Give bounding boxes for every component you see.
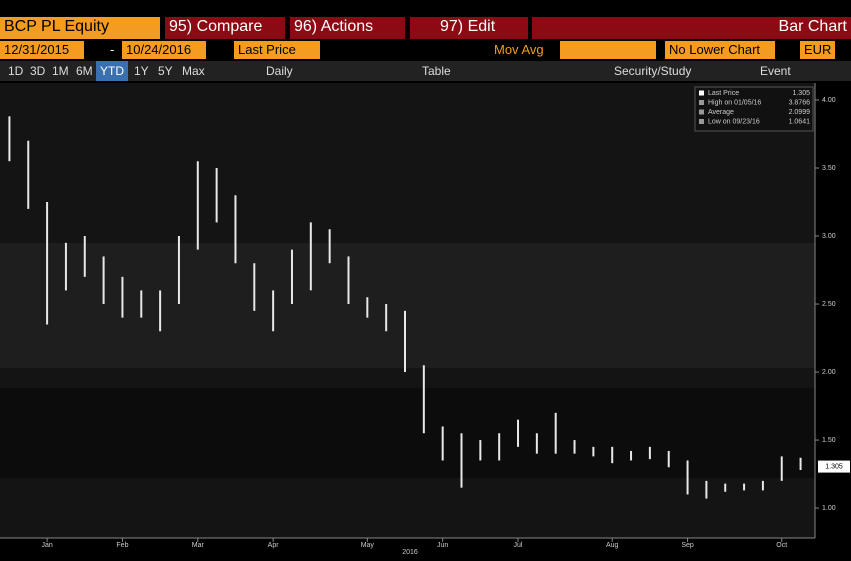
legend-value: 2.0999 — [789, 109, 811, 116]
legend-label: High on 01/05/16 — [708, 99, 761, 106]
legend-label: Average — [708, 109, 734, 116]
x-tick-label: Feb — [116, 542, 128, 549]
legend-label: Last Price — [708, 90, 739, 97]
period-button[interactable]: 5Y — [158, 64, 173, 78]
legend-key — [699, 109, 704, 115]
x-tick-label: Mar — [192, 542, 205, 549]
period-button[interactable]: 1Y — [134, 64, 149, 78]
table-button[interactable]: Table — [422, 64, 451, 78]
x-tick-label: Aug — [606, 542, 619, 549]
period-button[interactable]: 1M — [52, 64, 69, 78]
button[interactable]: 95) Compare — [165, 17, 285, 39]
legend-value: 1.0641 — [789, 118, 811, 125]
study-inputs[interactable] — [560, 41, 656, 59]
last-price-tag — [818, 460, 850, 473]
y-tick-label: 2.00 — [822, 369, 836, 376]
start-date[interactable]: 12/31/2015 — [0, 41, 84, 59]
y-tick-label: 3.00 — [822, 233, 836, 240]
button[interactable]: 96) Actions — [290, 17, 405, 39]
event-button[interactable]: Event — [760, 64, 791, 78]
button[interactable]: 97) Edit — [410, 17, 528, 39]
legend-value: 3.8766 — [789, 99, 811, 106]
field[interactable]: Last Price — [234, 41, 320, 59]
period-button[interactable]: 3D — [30, 64, 46, 78]
period-button[interactable]: 6M — [76, 64, 93, 78]
toolbar: 1D 3D 1M 6M YTD 1Y 5Y Max Daily Table Security/Stu… — [0, 61, 851, 81]
x-axis-title: 2016 — [402, 549, 418, 556]
band — [0, 388, 815, 478]
period-button[interactable]: Max — [182, 64, 205, 78]
y-tick-label: 3.50 — [822, 165, 836, 172]
chart: 2016 1.00 1.50 2.00 2.50 3.00 3.50 4.00 Jan Feb M… — [0, 83, 850, 556]
x-tick-label: Oct — [776, 542, 787, 549]
legend-value: 1.305 — [792, 90, 810, 97]
period-button[interactable]: YTD — [96, 61, 128, 81]
security-study[interactable]: Security/Study — [614, 64, 692, 78]
ticker[interactable]: BCP PL Equity — [0, 17, 160, 39]
legend-box — [694, 86, 814, 132]
x-tick-label: Jul — [514, 542, 523, 549]
study: Mov Avg — [494, 42, 544, 57]
y-tick-label: 1.00 — [822, 505, 836, 512]
period-button[interactable]: 1D — [8, 64, 24, 78]
band — [0, 243, 815, 368]
x-tick-label: May — [361, 542, 375, 549]
frequency[interactable]: Daily — [266, 64, 293, 78]
x-tick-label: Jan — [41, 542, 52, 549]
y-tick-label: 1.50 — [822, 437, 836, 444]
end-date[interactable]: 10/24/2016 — [122, 41, 206, 59]
lower-chart[interactable]: No Lower Chart — [665, 41, 775, 59]
legend-key — [699, 90, 704, 96]
y-tick-label: 4.00 — [822, 97, 836, 104]
x-tick-label: Jun — [437, 542, 448, 549]
legend-key — [699, 119, 704, 124]
x-tick-label: Apr — [268, 542, 280, 549]
legend-key — [699, 100, 704, 105]
last-price-label: 1.305 — [825, 463, 843, 470]
dash: - — [110, 42, 115, 57]
view-title: Bar Chart — [532, 17, 851, 39]
x-tick-label: Sep — [681, 542, 694, 549]
legend-label: Low on 09/23/16 — [708, 118, 760, 125]
y-tick-label: 2.50 — [822, 301, 836, 308]
currency[interactable]: EUR — [800, 41, 835, 59]
